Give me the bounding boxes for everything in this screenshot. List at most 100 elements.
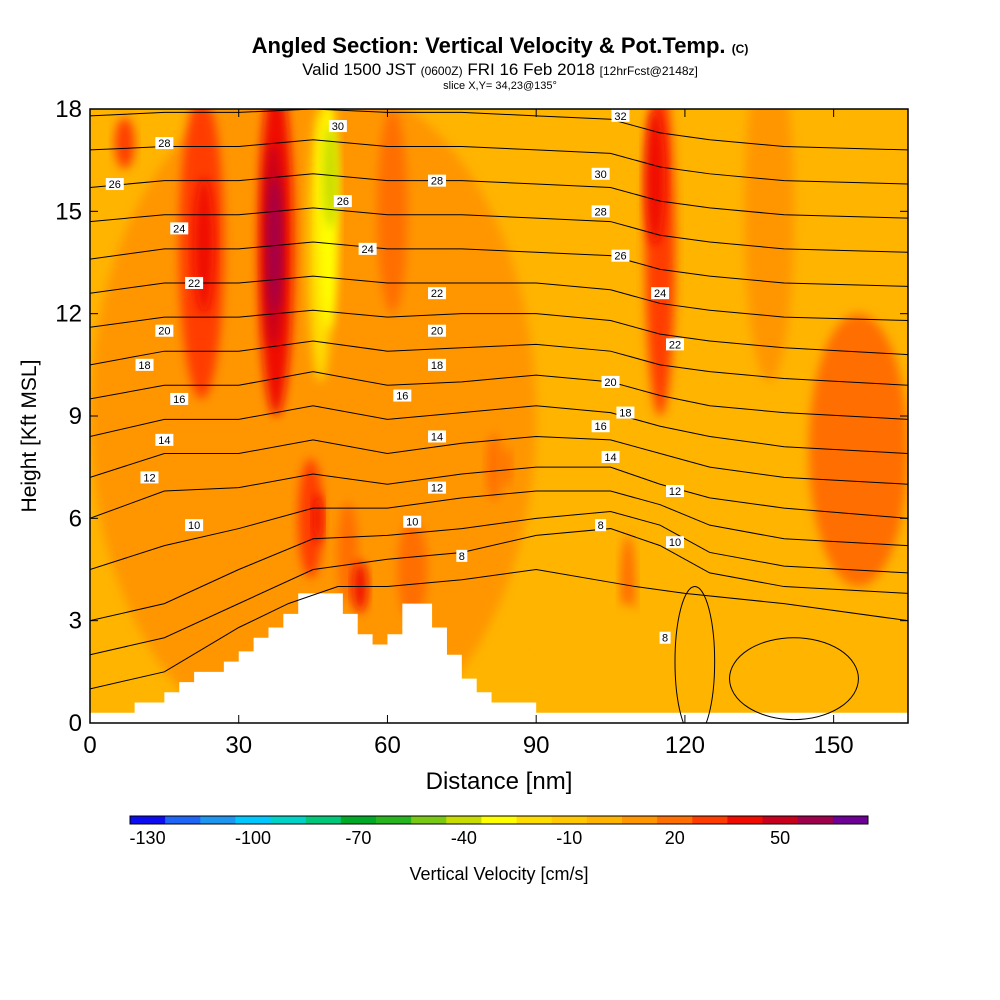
colorbar-swatch [657, 816, 693, 824]
contour-label: 30 [328, 120, 347, 133]
chart-title: Angled Section: Vertical Velocity & Pot.… [0, 34, 1000, 61]
colorbar-swatch [516, 816, 553, 824]
slice-info: slice X,Y= 34,23@135° [443, 80, 557, 92]
contour-label-text: 20 [604, 377, 616, 389]
y-axis-title-box: Height [Kft MSL] [10, 360, 50, 513]
velocity-cell [808, 313, 908, 587]
contour-label-bg [591, 420, 610, 433]
valid-utc: (0600Z) [420, 64, 463, 78]
isotherm-line [90, 139, 908, 185]
contour-label-bg [665, 485, 684, 498]
contour-label-text: 32 [614, 111, 626, 123]
contour-label-bg [591, 205, 610, 218]
colorbar-tick-label: -100 [235, 828, 271, 848]
contour-label-bg [155, 324, 174, 337]
colorbar-swatch [727, 816, 764, 824]
contour-label: 24 [358, 242, 377, 256]
colorbar-swatch [305, 816, 342, 824]
contour-label: 14 [155, 433, 174, 447]
contour-label-text: 12 [431, 483, 443, 495]
colorbar-swatch [692, 816, 728, 824]
velocity-field [90, 109, 908, 723]
contour-label: 26 [105, 178, 124, 191]
contour-label-text: 20 [158, 326, 170, 338]
contour-label-text: 30 [332, 121, 344, 133]
velocity-cell [501, 446, 512, 488]
contour-label: 22 [428, 287, 447, 300]
velocity-cell [313, 492, 324, 544]
velocity-cell [521, 518, 611, 655]
y-axis-title: Height [Kft MSL] [18, 359, 41, 513]
y-tick-label: 15 [55, 198, 82, 225]
contour-label-text: 10 [188, 520, 200, 532]
contour-label: 12 [665, 485, 684, 498]
contour-label-text: 10 [669, 537, 681, 549]
contour-label-bg [428, 174, 447, 187]
contour-label-bg [428, 430, 447, 443]
colorbar-swatch [130, 816, 166, 824]
contour-label-bg [665, 338, 684, 351]
colorbar-swatch [797, 816, 834, 824]
contour-label-bg [595, 519, 607, 532]
contour-label-bg [428, 481, 447, 494]
y-tick-label: 9 [69, 403, 82, 430]
contour-label-text: 8 [598, 520, 604, 532]
isotherm-line [90, 173, 908, 219]
colorbar-label: Vertical Velocity [cm/s] [409, 864, 589, 884]
x-tick-label: 120 [665, 732, 705, 759]
y-tick-label: 6 [69, 505, 82, 532]
colorbar-swatch [446, 816, 482, 824]
colorbar-tick-label: -10 [556, 828, 582, 848]
isotherm-line [90, 466, 908, 519]
velocity-cell [486, 433, 502, 502]
isotherm-line [90, 490, 908, 570]
isotherm-line [90, 241, 908, 287]
contour-label-text: 22 [669, 339, 681, 351]
contour-label: 22 [185, 276, 204, 290]
contour-label-text: 30 [595, 169, 607, 181]
contour-label: 12 [140, 471, 159, 484]
contour-label-bg [651, 287, 670, 300]
contour-label-text: 28 [595, 206, 607, 218]
contour-label-bg [428, 287, 447, 300]
contour-label: 14 [428, 430, 447, 443]
contour-label: 16 [170, 392, 189, 406]
contour-label-bg [170, 392, 189, 405]
contour-label-text: 8 [662, 633, 668, 645]
contour-label-bg [358, 242, 377, 255]
contour-label-text: 24 [654, 288, 666, 300]
y-tick-label: 18 [55, 96, 82, 123]
isotherm-line [90, 568, 908, 690]
contour-label-text: 16 [396, 391, 408, 403]
contour-label-bg [611, 109, 630, 122]
velocity-cell [194, 177, 214, 314]
contour-label-bg [140, 471, 159, 484]
contour-label-text: 28 [158, 138, 170, 150]
valid-time: Valid 1500 JST [302, 60, 416, 79]
colorbar-swatch [551, 816, 588, 824]
contour-label-bg [611, 249, 630, 262]
colorbar-tick-label: -40 [451, 828, 477, 848]
closed-isotherm [729, 637, 859, 721]
colorbar-swatch [340, 816, 377, 824]
contour-label: 8 [659, 631, 671, 645]
chart-title-text: Angled Section: Vertical Velocity & Pot.… [251, 33, 726, 58]
colorbar-swatch [622, 816, 658, 824]
colorbar-swatch [165, 816, 201, 824]
contour-label: 20 [601, 375, 620, 389]
contour-label: 10 [665, 536, 684, 549]
forecast-info: [12hrFcst@2148z] [599, 64, 698, 78]
contour-label-text: 22 [431, 288, 443, 300]
x-tick-label: 150 [814, 732, 854, 759]
contour-label-text: 12 [669, 486, 681, 498]
chart-subtitle: Valid 1500 JST (0600Z) FRI 16 Feb 2018 [… [0, 61, 1000, 80]
velocity-cell [585, 603, 661, 706]
contour-label: 26 [611, 249, 630, 263]
isotherm-line [90, 435, 908, 485]
terrain [90, 593, 908, 723]
contour-label-text: 14 [431, 431, 443, 443]
contour-label-bg [328, 120, 347, 133]
contour-label: 28 [428, 174, 447, 188]
contour-label-bg [403, 515, 422, 528]
